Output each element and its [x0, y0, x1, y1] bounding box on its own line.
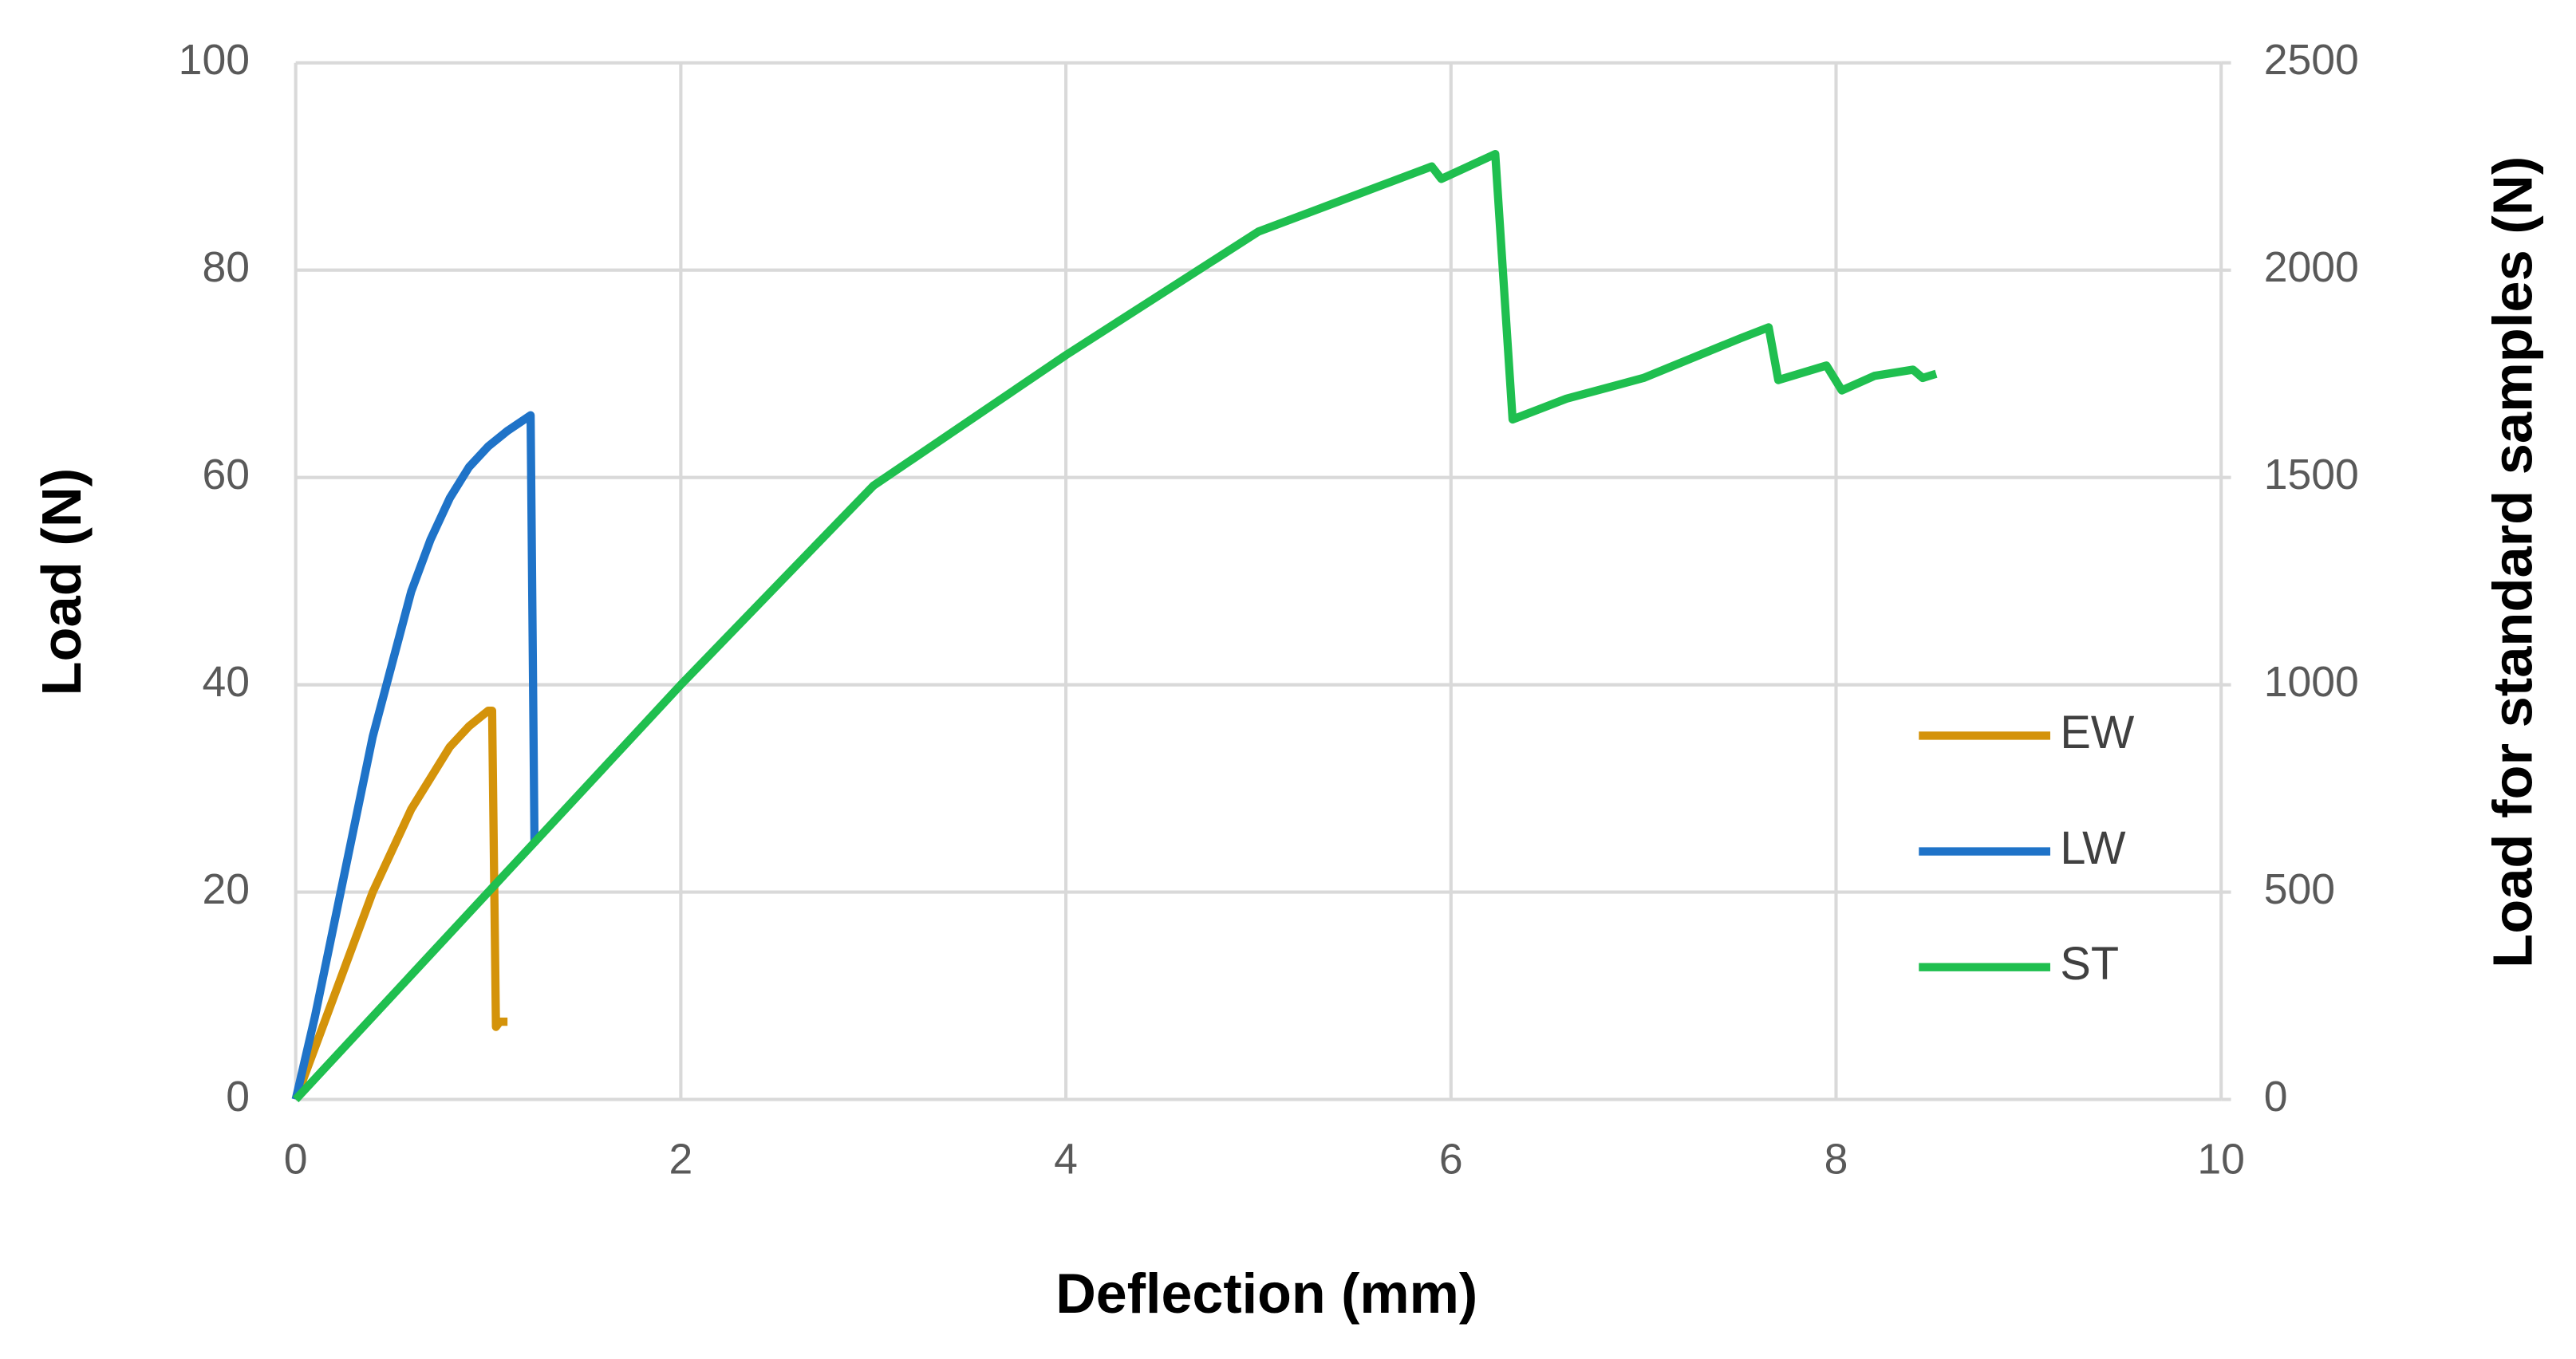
- y-tick-label: 100: [179, 36, 250, 84]
- x-tick-label: 8: [1825, 1135, 1848, 1183]
- y2-tick-label: 1500: [2264, 451, 2359, 498]
- y2-tick-label: 0: [2264, 1073, 2288, 1121]
- y-tick-label: 60: [202, 451, 250, 498]
- x-tick-label: 10: [2197, 1135, 2245, 1183]
- y-tick-label: 80: [202, 243, 250, 291]
- legend-label: LW: [2060, 823, 2126, 874]
- x-tick-label: 6: [1439, 1135, 1463, 1183]
- x-tick-label: 4: [1054, 1135, 1078, 1183]
- series-line: [291, 411, 539, 1101]
- series-line: [292, 149, 1938, 1103]
- x-axis-title: Deflection (mm): [1055, 1262, 1477, 1325]
- y2-axis-title: Load for standard samples (N): [2481, 156, 2544, 968]
- y-tick-label: 40: [202, 658, 250, 706]
- legend-label: EW: [2060, 707, 2134, 758]
- x-tick-label: 2: [669, 1135, 692, 1183]
- y-axis-title: Load (N): [30, 468, 93, 696]
- series-line: [291, 706, 508, 1101]
- y-tick-label: 0: [226, 1073, 250, 1121]
- y-tick-label: 20: [202, 865, 250, 913]
- y2-tick-label: 2000: [2264, 243, 2359, 291]
- y2-tick-label: 1000: [2264, 658, 2359, 706]
- legend-label: ST: [2060, 939, 2119, 990]
- y2-tick-label: 500: [2264, 865, 2335, 913]
- x-tick-label: 0: [284, 1135, 308, 1183]
- y2-tick-label: 2500: [2264, 36, 2359, 84]
